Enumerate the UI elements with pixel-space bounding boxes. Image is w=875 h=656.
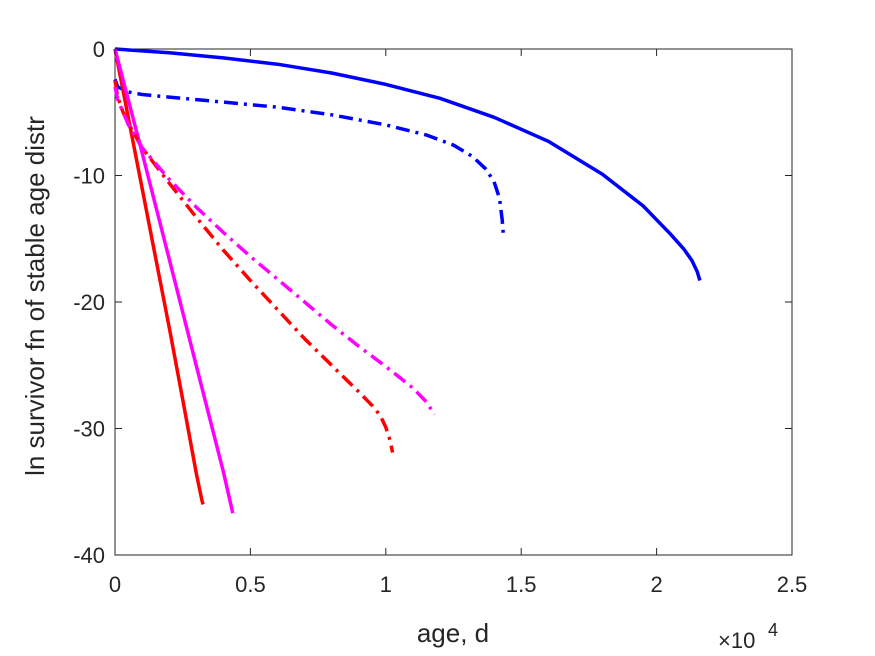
series-line-4 (113, 48, 235, 514)
x-exponent-power: 4 (768, 620, 778, 640)
y-tick-label: -10 (73, 164, 105, 189)
y-tick-label: -30 (73, 417, 105, 442)
y-tick-label: -20 (73, 290, 105, 315)
x-exponent-base: ×10 (718, 628, 755, 653)
x-tick-label: 1.5 (506, 572, 537, 597)
x-axis-label: age, d (417, 618, 489, 648)
ticks-layer: 0 0.5 1 1.5 2 2.5 0 -10 -20 -30 -40 (73, 37, 807, 597)
series-line-3 (113, 48, 205, 505)
plot-area (114, 48, 793, 556)
y-tick-label: -40 (73, 543, 105, 568)
x-tick-label: 0.5 (235, 572, 266, 597)
y-tick-label: 0 (93, 37, 105, 62)
x-tick-label: 1 (380, 572, 392, 597)
series-line-1 (114, 47, 702, 282)
x-tick-label: 2 (650, 572, 662, 597)
x-tick-label: 0 (109, 572, 121, 597)
series-line-5 (113, 80, 395, 453)
series-line-2 (113, 78, 506, 239)
x-axis-exponent: ×10 4 (718, 620, 778, 653)
series-line-6 (113, 86, 436, 416)
y-axis-label: ln survivor fn of stable age distr (20, 116, 50, 476)
x-tick-label: 2.5 (777, 572, 808, 597)
series-layer (113, 47, 702, 514)
